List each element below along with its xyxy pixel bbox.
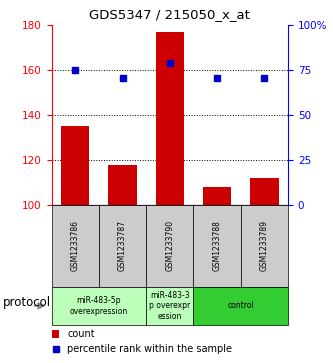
Text: protocol: protocol: [3, 296, 52, 309]
Text: GSM1233789: GSM1233789: [260, 220, 269, 272]
Bar: [61, 126, 90, 205]
Text: miR-483-5p
overexpression: miR-483-5p overexpression: [70, 296, 128, 315]
Bar: [203, 187, 231, 205]
Title: GDS5347 / 215050_x_at: GDS5347 / 215050_x_at: [89, 8, 250, 21]
Text: GSM1233788: GSM1233788: [212, 220, 222, 272]
Text: GSM1233786: GSM1233786: [71, 220, 80, 272]
Legend: percentile rank within the sample: percentile rank within the sample: [52, 344, 232, 354]
Bar: [108, 165, 137, 205]
Bar: [156, 32, 184, 205]
Bar: [250, 178, 279, 205]
Legend: count: count: [52, 329, 95, 339]
Text: miR-483-3
p overexpr
ession: miR-483-3 p overexpr ession: [149, 291, 190, 321]
Text: control: control: [227, 301, 254, 310]
Text: GSM1233787: GSM1233787: [118, 220, 127, 272]
Text: GSM1233790: GSM1233790: [165, 220, 174, 272]
